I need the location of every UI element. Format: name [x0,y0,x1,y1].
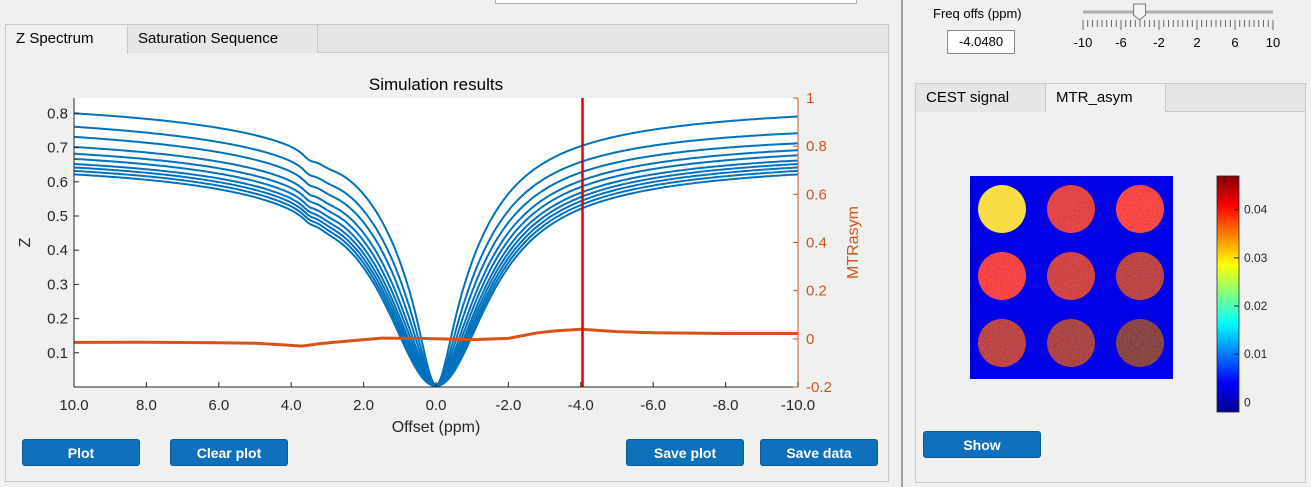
x-axis-label: Offset (ppm) [392,419,481,436]
x-tick-label: 8.0 [136,397,157,414]
freq-offset-input[interactable]: -4.0480 [947,30,1015,54]
y2-tick-label: 0.4 [806,235,827,252]
colorbar-tick-label: 0.04 [1244,203,1268,217]
x-tick-label: 4.0 [281,397,302,414]
panel-divider[interactable] [901,0,903,487]
phantom-vial [1116,185,1164,233]
x-tick-label: -8.0 [713,397,739,414]
colorbar [1216,175,1240,413]
y2-tick-label: -0.2 [806,379,832,396]
x-tick-label: 6.0 [208,397,229,414]
y2-axis-label: MTRasym [845,206,862,279]
colorbar-tick-label: 0 [1244,395,1251,409]
x-tick-label: -2.0 [495,397,521,414]
colorbar-tick-label: 0.03 [1244,251,1268,265]
slider-tick-label: 6 [1231,35,1238,50]
cest-map-panel: CEST signal MTR_asym 0.0 [915,83,1306,483]
y2-tick-label: 1 [806,90,814,107]
show-button[interactable]: Show [923,431,1041,458]
y-tick-label: 0.3 [47,276,68,293]
simulation-chart: 10.0 8.0 6.0 4.0 2.0 0.0 -2.0 -4.0 -6.0 -8.0 -10.0… [17,75,862,436]
x-tick-label: -10.0 [781,397,815,414]
save-data-button[interactable]: Save data [760,439,878,466]
y-tick-label: 0.7 [47,140,68,157]
slider-tick-label: -6 [1115,35,1127,50]
slider-tick-label: 2 [1193,35,1200,50]
y-tick-label: 0.2 [47,311,68,328]
y-tick-label: 0.4 [47,242,68,259]
plot-button[interactable]: Plot [22,439,140,466]
save-plot-button[interactable]: Save plot [626,439,744,466]
slider-tick-label: -10 [1074,35,1093,50]
tab-mtr-asym[interactable]: MTR_asym [1046,84,1166,113]
y-tick-label: 0.1 [47,345,68,362]
freq-offset-slider[interactable]: -10 -6 -2 2 6 10 [1063,0,1293,54]
x-tick-label: -6.0 [640,397,666,414]
freq-offset-label: Freq offs (ppm) [933,6,1022,21]
slider-thumb[interactable] [1133,3,1147,21]
x-tick-label: 2.0 [353,397,374,414]
tab-saturation-sequence[interactable]: Saturation Sequence [128,25,318,53]
phantom-vial [978,319,1026,367]
y-axis-label: Z [17,237,34,247]
tab-z-spectrum[interactable]: Z Spectrum [6,25,128,54]
mtr-asym-map-figure: 0.04 0.03 0.02 0.01 0 [970,175,1268,413]
slider-tick-label: 10 [1266,35,1280,50]
colorbar-tick-label: 0.01 [1244,347,1268,361]
chart-title: Simulation results [369,75,503,94]
x-tick-label: -4.0 [568,397,594,414]
phantom-vial [978,185,1026,233]
phantom-vial [1047,185,1095,233]
y2-tick-label: 0 [806,331,814,348]
y-tick-label: 0.5 [47,208,68,225]
tab-cest-signal[interactable]: CEST signal [916,84,1046,112]
colorbar-tick-label: 0.02 [1244,299,1268,313]
phantom-vial [1047,319,1095,367]
phantom-vial [1047,252,1095,300]
phantom-vial [1116,252,1164,300]
y-tick-label: 0.6 [47,174,68,191]
phantom-vial [1116,319,1164,367]
z-spectrum-panel: Z Spectrum Saturation Sequence 10.0 8.0 6.… [5,24,889,482]
y2-tick-label: 0.6 [806,186,827,203]
x-tick-label: 0.0 [426,397,447,414]
left-tabbar: Z Spectrum Saturation Sequence [6,25,888,54]
right-tabbar: CEST signal MTR_asym [916,84,1305,113]
y2-tick-label: 0.2 [806,283,827,300]
y2-tick-label: 0.8 [806,138,827,155]
mtrasym-line [73,327,798,348]
top-field-edge [495,0,857,4]
x-tick-label: 10.0 [59,397,88,414]
y-tick-label: 0.8 [47,105,68,122]
clear-plot-button[interactable]: Clear plot [170,439,288,466]
phantom-vial [978,252,1026,300]
slider-tick-label: -2 [1153,35,1165,50]
